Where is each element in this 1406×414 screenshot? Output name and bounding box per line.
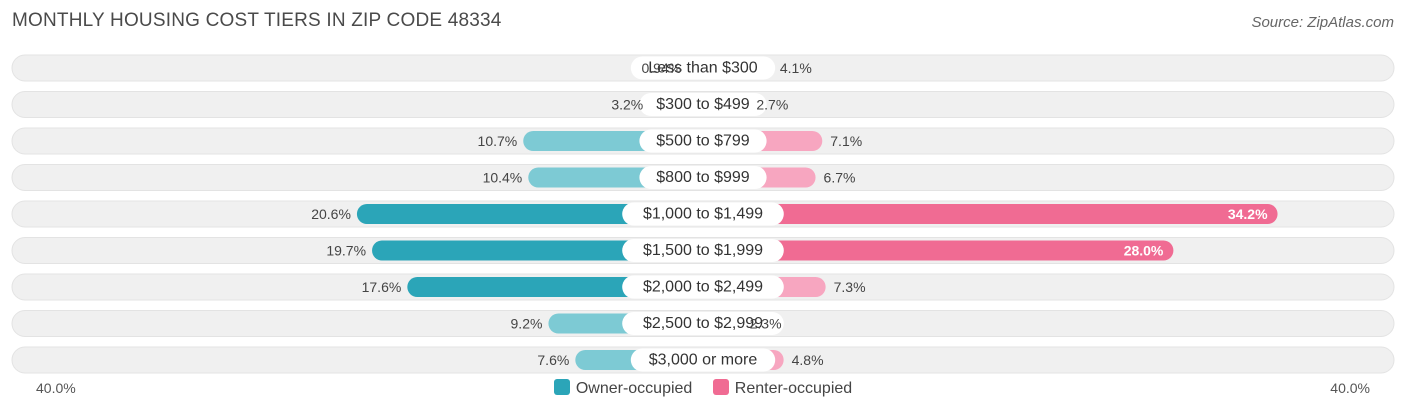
legend-renter-label: Renter-occupied [734,380,853,397]
legend: Owner-occupied Renter-occupied [0,379,1406,398]
category-pill [639,129,767,153]
owner-value-label: 20.6% [311,206,351,222]
owner-value-label: 0.94% [642,60,682,76]
renter-value-label: 6.7% [824,170,856,186]
owner-value-label: 10.7% [478,133,518,149]
renter-bar [693,204,1278,224]
legend-renter: Renter-occupied [712,379,853,398]
chart-title: MONTHLY HOUSING COST TIERS IN ZIP CODE 4… [12,10,502,31]
owner-value-label: 10.4% [483,170,523,186]
category-label: $2,000 to $2,499 [643,279,763,296]
category-pill [639,166,767,189]
legend-owner-swatch [553,379,570,395]
source-label: Source: ZipAtlas.com [1251,14,1394,31]
category-label: $300 to $499 [656,96,750,113]
axis-left-label: 40.0% [36,380,76,396]
category-label: $1,500 to $1,999 [643,242,763,259]
renter-value-label: 7.3% [834,279,866,295]
axis-right-label: 40.0% [1330,380,1370,396]
category-label: $3,000 or more [649,352,758,369]
owner-value-label: 7.6% [537,352,569,368]
category-pill [622,275,784,299]
category-label: $1,000 to $1,499 [643,206,763,223]
legend-owner-label: Owner-occupied [575,380,693,397]
renter-value-label: 7.1% [830,133,862,149]
category-label: $2,500 to $2,999 [643,315,763,332]
category-pill [639,93,767,116]
category-pill [622,239,784,262]
renter-bar [693,240,1174,261]
renter-value-label: 4.8% [792,352,824,368]
renter-value-label: 4.1% [780,60,812,76]
category-pill [622,312,784,335]
owner-value-label: 3.2% [611,97,643,113]
category-label: $800 to $999 [656,169,750,186]
category-pill [622,202,784,226]
legend-owner: Owner-occupied [553,379,693,398]
renter-value-label: 28.0% [1124,243,1164,259]
category-pill [630,56,776,80]
renter-value-label: 2.7% [756,97,788,113]
owner-value-label: 19.7% [326,243,366,259]
owner-value-label: 17.6% [362,279,402,295]
category-label: $500 to $799 [656,133,750,150]
category-label: Less than $300 [648,60,758,77]
renter-value-label: 2.3% [750,316,782,332]
category-pill [630,348,776,372]
renter-value-label: 34.2% [1228,206,1268,222]
legend-renter-swatch [712,379,729,395]
owner-value-label: 9.2% [511,316,543,332]
